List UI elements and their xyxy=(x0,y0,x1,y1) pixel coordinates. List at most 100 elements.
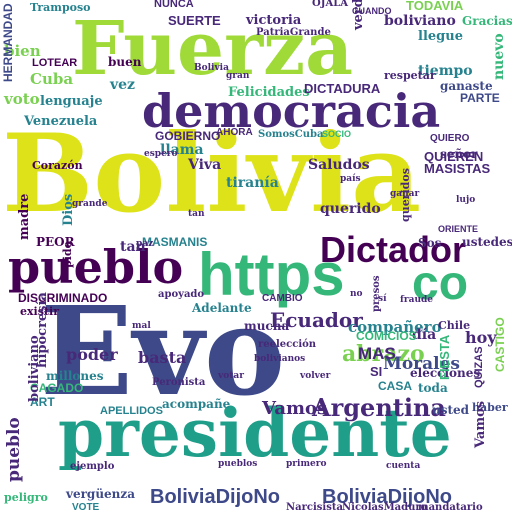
word-masistas: MASISTAS xyxy=(424,161,491,176)
word-casa: CASA xyxy=(378,379,413,393)
word-espero: espero xyxy=(144,149,178,159)
word-democracia: democracia xyxy=(142,84,441,138)
word-comicios: COMICIOS xyxy=(356,329,417,343)
word-mal: mal xyxy=(132,321,151,331)
word-parte: PARTE xyxy=(460,91,500,105)
word-morales: Morales xyxy=(383,354,460,374)
word-fuerza: Fuerza xyxy=(72,6,354,92)
word-existir: existir xyxy=(20,305,59,318)
word-peor: PEOR xyxy=(36,235,75,249)
word-presidente: presidente xyxy=(58,394,452,472)
word-victoria: victoria xyxy=(246,13,302,28)
word-senor: señor xyxy=(440,147,478,161)
word-si-small: sí xyxy=(378,294,387,304)
word-usted: usted xyxy=(432,403,470,417)
word-lujo: lujo xyxy=(456,195,476,205)
word-oriente: ORIENTE xyxy=(438,224,479,234)
word-apellidos: APELLIDOS xyxy=(100,405,163,417)
word-si: SI xyxy=(370,364,383,379)
word-patriagrande: PatriaGrande xyxy=(256,27,331,38)
word-peronista: Peronista xyxy=(152,377,206,388)
word-pueblos: pueblos xyxy=(218,459,258,469)
word-masmanis: MASMANIS xyxy=(142,235,208,249)
word-millones: millones xyxy=(46,369,104,383)
word-companero: compañero xyxy=(348,318,442,336)
word-llama: llama xyxy=(160,142,204,158)
word-argentina: Argentina xyxy=(312,393,446,422)
word-gran: gran xyxy=(226,71,250,81)
word-tan-small: tan xyxy=(188,209,205,219)
word-pido: pido xyxy=(61,241,74,268)
word-mas: MAS xyxy=(358,344,396,363)
word-ganar: ganar xyxy=(390,189,420,199)
word-grande: grande xyxy=(72,199,108,209)
word-querido: querido xyxy=(320,201,381,217)
word-voto: voto xyxy=(4,90,40,108)
word-primero: primero xyxy=(286,459,327,469)
word-hermandad: HERMANDAD xyxy=(1,3,15,82)
word-bolivia-dijo-no-2: BoliviaDijoNo xyxy=(322,486,453,508)
word-vamos-v: Vamos xyxy=(473,400,488,448)
word-votar: votar xyxy=(218,371,244,381)
word-ganaste: ganaste xyxy=(440,79,493,93)
word-dictadura: DICTADURA xyxy=(304,81,381,96)
word-socio: SOCIO xyxy=(322,129,352,139)
word-buen: buen xyxy=(108,55,142,69)
word-pais: país xyxy=(340,174,361,184)
word-mandatario: mandatario xyxy=(418,502,483,512)
word-gracias: Gracias xyxy=(462,14,512,28)
word-nuevo: nuevo xyxy=(491,33,507,80)
word-ustedes: ustedes xyxy=(462,235,512,249)
word-fiesta: FIESTA xyxy=(437,334,452,380)
word-no: no xyxy=(350,289,363,299)
word-sos: Sos xyxy=(418,236,442,250)
word-somoscuba: SomosCuba xyxy=(258,129,324,140)
word-dictador: Dictador xyxy=(320,229,467,270)
word-cuando: CUANDO xyxy=(352,6,392,16)
word-pueblo: pueblo xyxy=(8,240,184,294)
word-bolivia-dijo-no-1: BoliviaDijoNo xyxy=(150,486,281,508)
word-bien: bien xyxy=(4,42,41,60)
word-ecuador: Ecuador xyxy=(270,308,363,332)
word-ejemplo: ejemplo xyxy=(70,461,115,472)
word-cuenta: cuenta xyxy=(386,461,421,471)
word-basta: basta xyxy=(138,348,187,367)
word-acompane: acompañe xyxy=(162,397,231,411)
word-quizas: QUIZAS xyxy=(473,346,485,388)
word-co: co xyxy=(412,257,469,310)
word-corazon: Corazón xyxy=(32,159,83,172)
word-verguenza: vergüenza xyxy=(66,487,135,501)
word-gobierno: GOBIERNO xyxy=(155,129,221,143)
word-hoy: hoy xyxy=(465,328,497,347)
word-viva: Viva xyxy=(188,157,222,173)
word-art: ART xyxy=(30,395,55,409)
word-paz: paz xyxy=(136,239,154,249)
word-vamos: Vamos xyxy=(262,398,328,419)
word-tan: tan xyxy=(120,239,146,255)
word-tramposo: Tramposo xyxy=(30,1,91,14)
word-vote: VOTE xyxy=(72,502,100,512)
word-tiempo: tiempo xyxy=(418,63,473,79)
word-chile: Chile xyxy=(438,319,471,332)
word-boliviano-v: boliviano xyxy=(27,335,42,402)
word-apoyado: apoyado xyxy=(158,289,205,300)
word-quiero: QUIERO xyxy=(430,133,470,144)
word-evo: Evo xyxy=(40,279,286,423)
word-reeleccion: reelección xyxy=(258,339,317,350)
word-respetar: respetar xyxy=(384,69,436,82)
word-poder: poder xyxy=(66,345,118,364)
word-bolivia: Bolivia xyxy=(2,111,422,237)
word-pueblo-v: pueblo xyxy=(4,417,24,482)
word-madre: madre xyxy=(17,193,32,240)
word-llegue: llegue xyxy=(418,29,463,44)
word-mucha: mucha xyxy=(244,319,290,333)
word-boliviano: boliviano xyxy=(384,13,456,29)
word-ahora: AHORA xyxy=(216,127,253,138)
word-nicolas: NicolasMaduro xyxy=(342,502,428,512)
word-cagado: CAGADO xyxy=(30,381,84,395)
word-cuba: Cuba xyxy=(30,70,74,88)
word-venezuela: Venezuela xyxy=(24,114,98,129)
word-https: https xyxy=(198,241,345,308)
word-lenguaje: lenguaje xyxy=(40,94,103,109)
